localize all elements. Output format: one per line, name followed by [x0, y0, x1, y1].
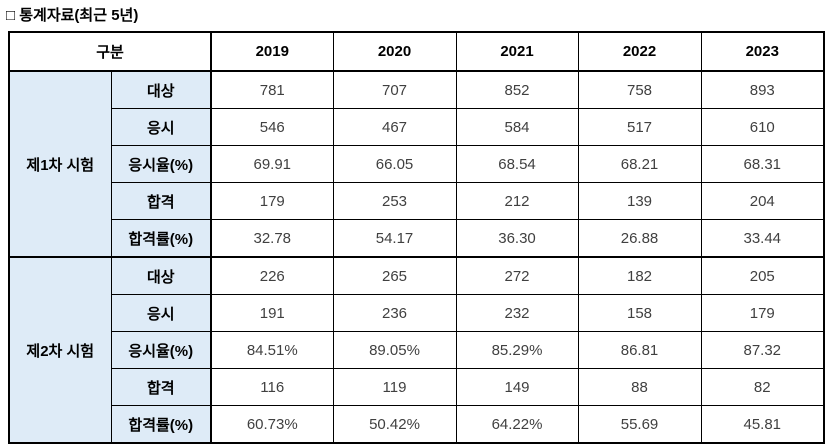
- table-row: 제2차 시험 대상 226 265 272 182 205: [8, 256, 825, 444]
- table-cell: 116: [210, 368, 334, 406]
- table-cell: 33.44: [700, 219, 825, 258]
- table-cell: 191: [210, 294, 334, 332]
- table-cell: 26.88: [577, 219, 702, 258]
- year-header-2022: 2022: [577, 31, 702, 72]
- table-cell: 212: [455, 182, 579, 220]
- table-cell: 253: [332, 182, 457, 220]
- table-cell: 60.73%: [210, 405, 334, 444]
- table-cell: 149: [455, 368, 579, 406]
- table-cell: 265: [332, 256, 457, 295]
- table-cell: 272: [455, 256, 579, 295]
- table-cell: 707: [332, 70, 457, 109]
- table-cell: 610: [700, 108, 825, 146]
- table-row: 응시 191 236 232 158 179: [9, 294, 825, 332]
- row-label: 합격: [110, 368, 213, 406]
- table-cell: 182: [577, 256, 702, 295]
- table-cell: 66.05: [332, 145, 457, 183]
- row-label: 응시율(%): [110, 145, 213, 183]
- table-cell: 45.81: [700, 405, 825, 444]
- table-cell: 84.51%: [210, 331, 334, 369]
- table-cell: 85.29%: [455, 331, 579, 369]
- table-cell: 852: [455, 70, 579, 109]
- year-header-2023: 2023: [700, 31, 825, 72]
- row-label: 응시: [110, 108, 213, 146]
- table-row: 제1차 시험 대상 781 707 852 758 893: [8, 70, 825, 258]
- table-cell: 68.54: [455, 145, 579, 183]
- row-label: 응시: [110, 294, 213, 332]
- table-row: 응시율(%) 69.91 66.05 68.54 68.21 68.31: [9, 145, 825, 183]
- table-row: 합격률(%) 32.78 54.17 36.30 26.88 33.44: [9, 219, 825, 258]
- table-cell: 781: [210, 70, 334, 109]
- table-cell: 139: [577, 182, 702, 220]
- table-cell: 236: [332, 294, 457, 332]
- header-row: 구분 2019 2020 2021 2022 2023: [8, 31, 825, 72]
- table-cell: 119: [332, 368, 457, 406]
- table-cell: 82: [700, 368, 825, 406]
- table-row: 응시율(%) 84.51% 89.05% 85.29% 86.81 87.32: [9, 331, 825, 369]
- table-cell: 179: [210, 182, 334, 220]
- row-label: 합격률(%): [110, 219, 213, 258]
- row-label: 대상: [110, 256, 213, 295]
- table-cell: 205: [700, 256, 825, 295]
- row-label: 합격률(%): [110, 405, 213, 444]
- table-cell: 584: [455, 108, 579, 146]
- table-row: 합격 179 253 212 139 204: [9, 182, 825, 220]
- table-cell: 55.69: [577, 405, 702, 444]
- table-cell: 517: [577, 108, 702, 146]
- year-header-2019: 2019: [210, 31, 334, 72]
- table-cell: 64.22%: [455, 405, 579, 444]
- statistics-table: 구분 2019 2020 2021 2022 2023 제1차 시험 대상 78…: [8, 31, 826, 444]
- table-cell: 204: [700, 182, 825, 220]
- table-cell: 226: [210, 256, 334, 295]
- table-cell: 893: [700, 70, 825, 109]
- table-row: 응시 546 467 584 517 610: [9, 108, 825, 146]
- table-cell: 50.42%: [332, 405, 457, 444]
- row-label: 합격: [110, 182, 213, 220]
- table-cell: 36.30: [455, 219, 579, 258]
- table-cell: 87.32: [700, 331, 825, 369]
- table-cell: 86.81: [577, 331, 702, 369]
- year-header-2020: 2020: [332, 31, 457, 72]
- corner-header-cell: 구분: [8, 31, 213, 72]
- table-cell: 69.91: [210, 145, 334, 183]
- table-cell: 32.78: [210, 219, 334, 258]
- table-cell: 179: [700, 294, 825, 332]
- table-cell: 68.31: [700, 145, 825, 183]
- group-label-exam1: 제1차 시험: [8, 70, 112, 258]
- table-cell: 467: [332, 108, 457, 146]
- group-label-exam2: 제2차 시험: [8, 256, 112, 444]
- table-row: 합격률(%) 60.73% 50.42% 64.22% 55.69 45.81: [9, 405, 825, 444]
- table-cell: 232: [455, 294, 579, 332]
- table-row: 합격 116 119 149 88 82: [9, 368, 825, 406]
- table-cell: 89.05%: [332, 331, 457, 369]
- table-cell: 758: [577, 70, 702, 109]
- year-header-2021: 2021: [455, 31, 579, 72]
- table-cell: 158: [577, 294, 702, 332]
- table-cell: 68.21: [577, 145, 702, 183]
- row-label: 대상: [110, 70, 213, 109]
- row-label: 응시율(%): [110, 331, 213, 369]
- table-cell: 546: [210, 108, 334, 146]
- page-title: □ 통계자료(최근 5년): [6, 7, 139, 24]
- table-cell: 54.17: [332, 219, 457, 258]
- table-cell: 88: [577, 368, 702, 406]
